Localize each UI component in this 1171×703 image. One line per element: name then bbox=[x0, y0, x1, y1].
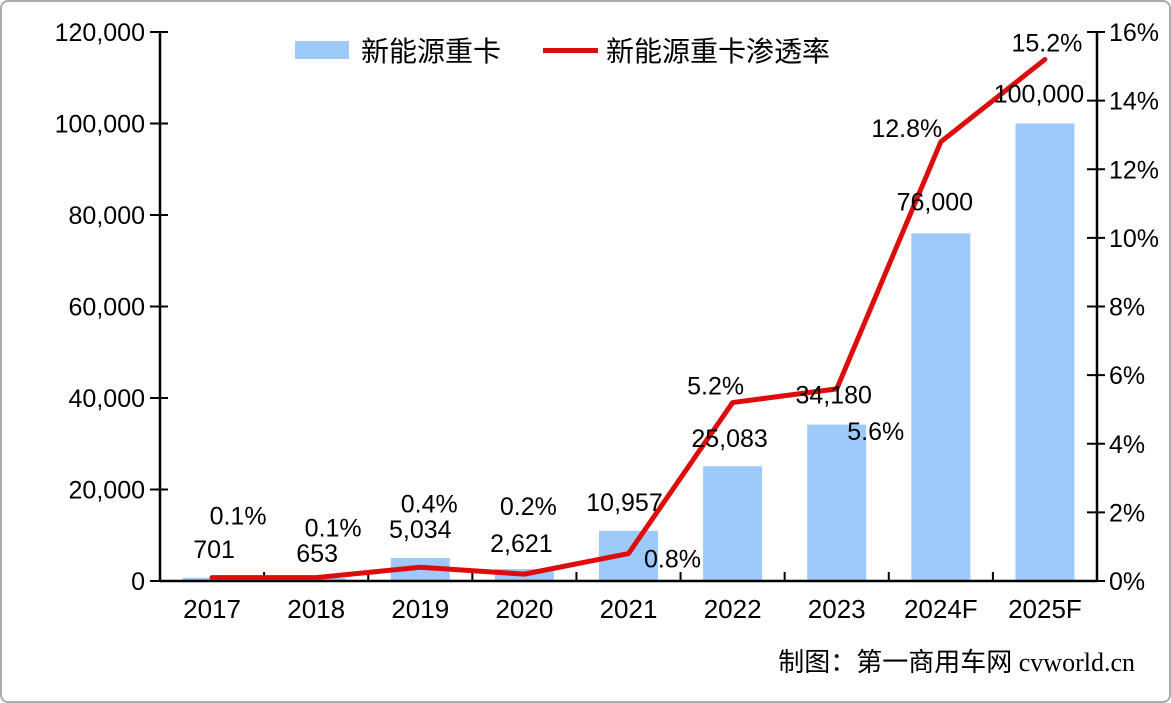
bar-value-label: 100,000 bbox=[994, 81, 1084, 109]
left-axis-tick-label: 20,000 bbox=[69, 477, 145, 505]
x-axis-label: 2018 bbox=[287, 594, 345, 624]
left-axis-tick-label: 80,000 bbox=[69, 202, 145, 230]
bar-value-label: 76,000 bbox=[897, 188, 973, 216]
bar-2022 bbox=[703, 466, 763, 581]
left-axis-tick-label: 120,000 bbox=[55, 19, 145, 47]
right-axis-tick-label: 6% bbox=[1109, 362, 1145, 390]
penetration-label: 0.1% bbox=[210, 503, 267, 531]
left-axis-tick-label: 100,000 bbox=[55, 111, 145, 139]
penetration-label: 0.4% bbox=[401, 490, 458, 518]
penetration-label: 5.2% bbox=[687, 373, 744, 401]
x-axis-label: 2024F bbox=[904, 594, 978, 624]
right-axis-tick-label: 12% bbox=[1109, 156, 1159, 184]
x-axis-label: 2020 bbox=[495, 594, 553, 624]
penetration-label: 12.8% bbox=[871, 115, 942, 143]
legend-line-swatch bbox=[543, 47, 599, 53]
credit-text: 制图：第一商用车网 cvworld.cn bbox=[778, 648, 1135, 677]
left-axis-tick-label: 60,000 bbox=[69, 294, 145, 322]
bar-2024F bbox=[911, 233, 971, 582]
penetration-label: 0.8% bbox=[644, 546, 701, 574]
bar-2025F bbox=[1015, 123, 1075, 581]
right-axis-tick-label: 4% bbox=[1109, 431, 1145, 459]
bar-value-label: 653 bbox=[296, 540, 338, 568]
right-axis-tick-label: 16% bbox=[1109, 19, 1159, 47]
right-axis-tick-label: 2% bbox=[1109, 499, 1145, 527]
chart-legend: 新能源重卡 新能源重卡渗透率 bbox=[295, 30, 830, 70]
left-axis-tick-label: 40,000 bbox=[69, 385, 145, 413]
x-axis-label: 2021 bbox=[600, 594, 658, 624]
bar-value-label: 25,083 bbox=[691, 425, 767, 453]
legend-line-label: 新能源重卡渗透率 bbox=[606, 37, 831, 68]
right-axis-tick-label: 0% bbox=[1109, 568, 1145, 596]
penetration-label: 15.2% bbox=[1011, 29, 1082, 57]
x-axis-label: 2017 bbox=[183, 594, 241, 624]
legend-bar-label: 新能源重卡 bbox=[361, 37, 502, 68]
bar-value-label: 2,621 bbox=[490, 530, 553, 558]
x-axis-label: 2025F bbox=[1008, 594, 1082, 624]
x-axis-label: 2022 bbox=[704, 594, 762, 624]
penetration-label: 0.2% bbox=[500, 493, 557, 521]
bar-2023 bbox=[807, 424, 867, 581]
penetration-label: 0.1% bbox=[305, 515, 362, 543]
right-axis-tick-label: 10% bbox=[1109, 225, 1159, 253]
bar-value-label: 701 bbox=[193, 536, 235, 564]
left-axis-tick-label: 0 bbox=[131, 568, 145, 596]
bar-value-label: 5,034 bbox=[389, 516, 452, 544]
bar-value-label: 34,180 bbox=[795, 382, 871, 410]
right-axis-tick-label: 8% bbox=[1109, 294, 1145, 322]
legend-bar-swatch bbox=[295, 41, 349, 59]
right-axis-tick-label: 14% bbox=[1109, 88, 1159, 116]
bar-value-label: 10,957 bbox=[586, 489, 662, 517]
penetration-label: 5.6% bbox=[847, 418, 904, 446]
penetration-line bbox=[209, 56, 1048, 581]
x-axis-label: 2023 bbox=[808, 594, 866, 624]
x-axis-label: 2019 bbox=[391, 594, 449, 624]
